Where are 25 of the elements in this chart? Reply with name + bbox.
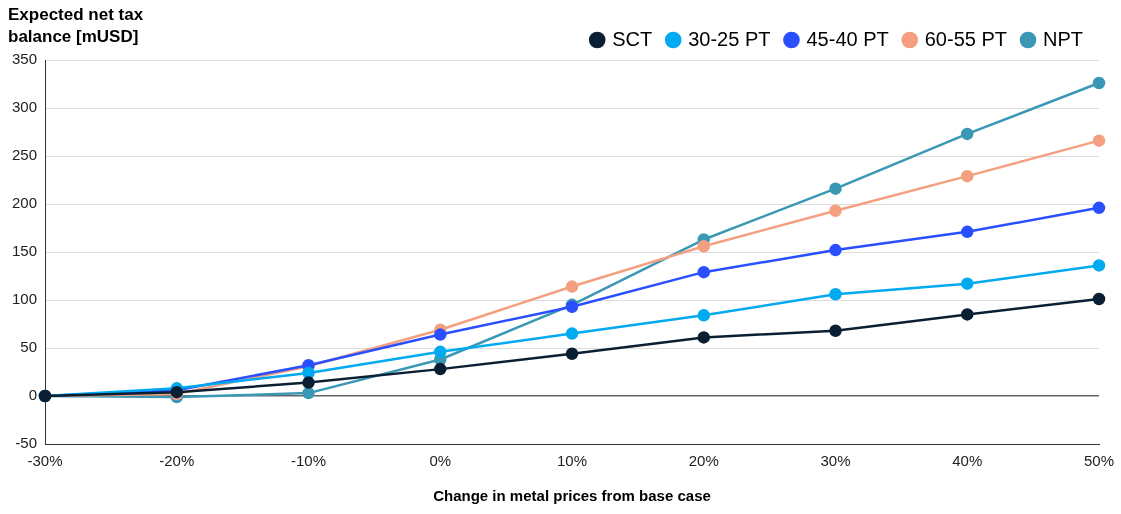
y-tick-label: 100 (12, 290, 38, 308)
y-tick-label: 250 (12, 146, 38, 164)
x-tick-label: -30% (27, 452, 63, 470)
y-tick-label: 150 (12, 242, 38, 260)
y-tick-label: 350 (12, 50, 38, 68)
y-tick-label: 0 (28, 386, 38, 404)
y-tick-label: 300 (12, 98, 38, 116)
y-tick-label: -50 (15, 434, 38, 452)
x-tick-label: 40% (952, 452, 983, 470)
x-axis-title: Change in metal prices from base case (433, 487, 711, 505)
x-tick-label: -10% (291, 452, 327, 470)
legend-label: 30-25 PT (688, 27, 771, 50)
x-tick-label: 20% (688, 452, 719, 470)
y-tick-label: 200 (12, 194, 38, 212)
x-tick-label: 0% (429, 452, 452, 470)
y-tick-label: 50 (20, 338, 38, 356)
x-tick-label: 30% (820, 452, 851, 470)
x-tick-label: 50% (1083, 452, 1115, 470)
y-axis-title: Expected net tax balance [mUSD] (8, 4, 145, 48)
legend-label: 60-55 PT (924, 27, 1007, 50)
legend-label: NPT (1043, 27, 1083, 50)
x-tick-label: 10% (557, 452, 588, 470)
x-tick-label: -20% (159, 452, 195, 470)
legend-label: 45-40 PT (806, 27, 889, 50)
legend-label: SCT (612, 27, 653, 50)
